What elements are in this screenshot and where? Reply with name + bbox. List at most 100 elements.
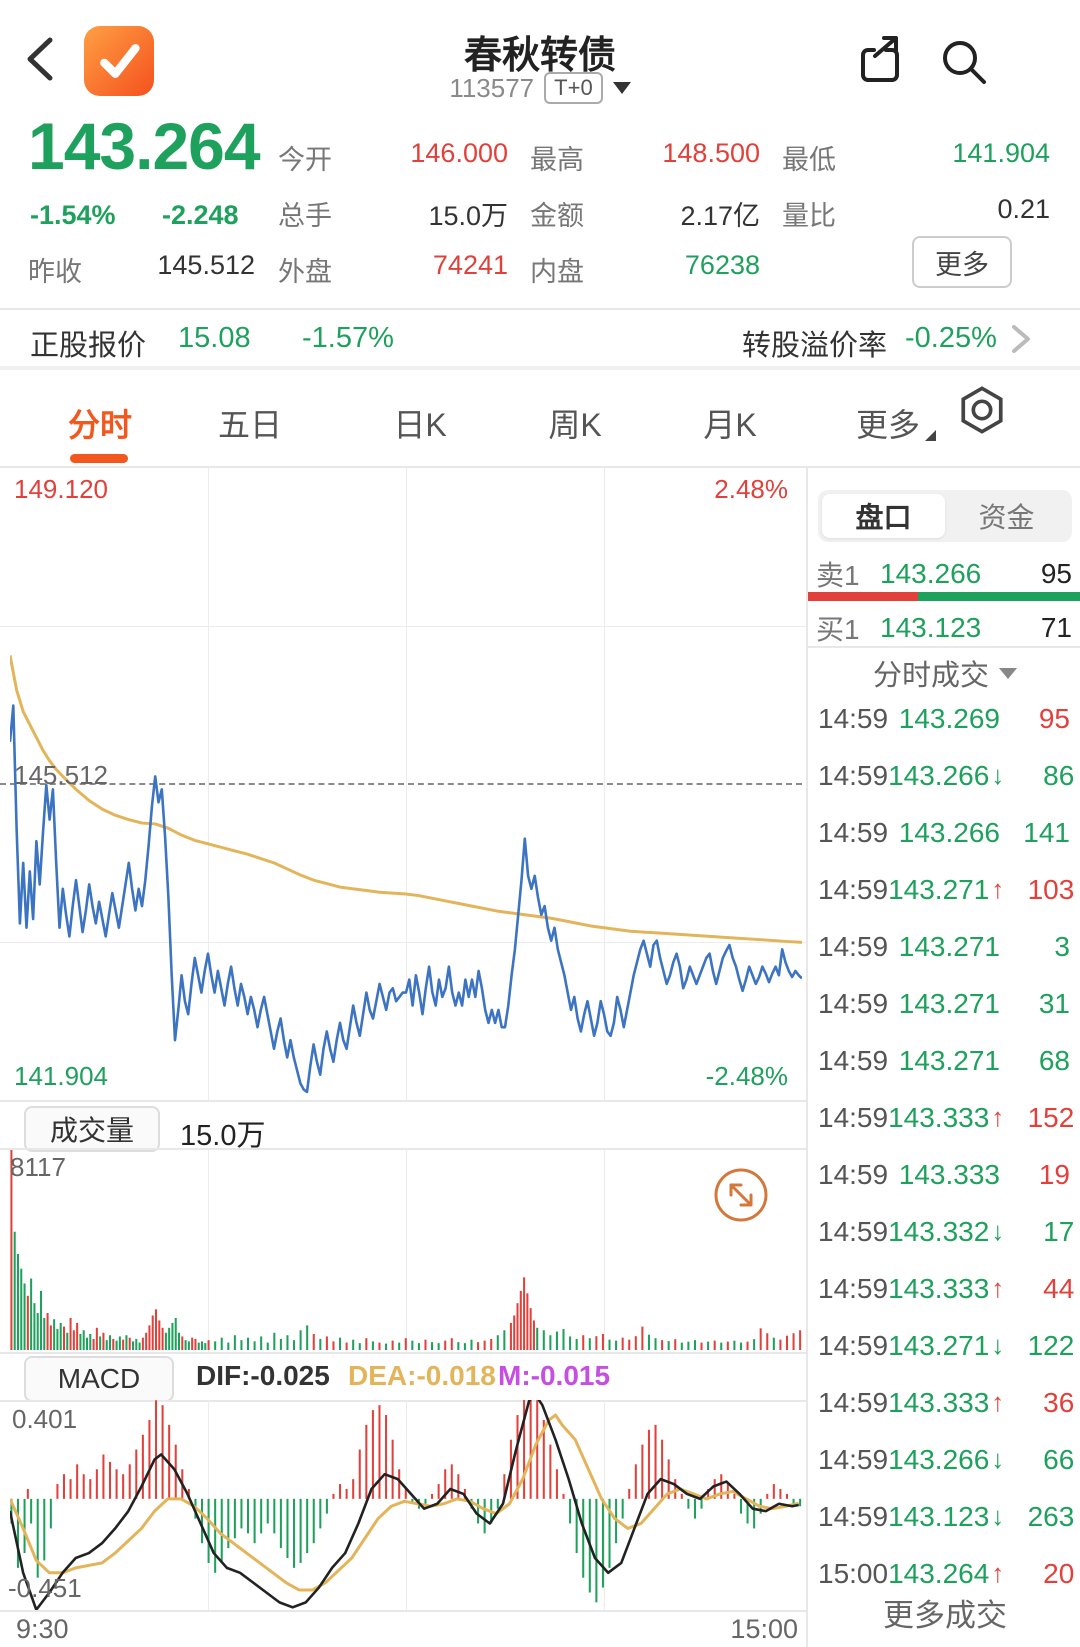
more-tab-corner-icon bbox=[925, 430, 936, 441]
ask-row[interactable]: 卖1 143.266 95 bbox=[816, 554, 1072, 594]
tab-周K[interactable]: 周K bbox=[548, 407, 602, 443]
tick-list-title[interactable]: 分时成交 bbox=[808, 652, 1080, 694]
more-stats-button[interactable]: 更多 bbox=[912, 236, 1012, 288]
tab-日K[interactable]: 日K bbox=[393, 407, 447, 443]
trade-row[interactable]: 14:59 143.271 ↓ 122 bbox=[808, 1317, 1080, 1374]
trade-row[interactable]: 14:59 143.266 ↓ 86 bbox=[808, 747, 1080, 804]
trade-volume: 66 bbox=[1043, 1443, 1075, 1475]
change-value: -2.248 bbox=[162, 200, 239, 230]
arrow-down-icon: ↓ bbox=[991, 1330, 1005, 1360]
trade-row[interactable]: 14:59 143.333 ↑ 36 bbox=[808, 1374, 1080, 1431]
trade-time: 14:59 bbox=[818, 1158, 889, 1190]
arrow-down-icon: ↓ bbox=[991, 1501, 1005, 1531]
tab-funds[interactable]: 资金 bbox=[978, 502, 1035, 533]
stat-value: 146.000 bbox=[410, 138, 508, 168]
trade-row[interactable]: 15:00 143.264 ↑ 20 bbox=[808, 1545, 1080, 1602]
trade-price: 143.332 ↓ bbox=[888, 1215, 1005, 1247]
macd-pane[interactable]: 0.401 -0.451 bbox=[0, 1400, 806, 1610]
macd-chip[interactable]: MACD bbox=[24, 1356, 174, 1402]
prev-close-line-label: 145.512 bbox=[14, 760, 108, 790]
trade-row[interactable]: 14:59 143.271 68 bbox=[808, 1032, 1080, 1089]
trade-volume: 68 bbox=[1038, 1044, 1070, 1076]
trade-price: 143.123 ↓ bbox=[888, 1500, 1005, 1532]
bid-row[interactable]: 买1 143.123 71 bbox=[816, 608, 1072, 648]
trade-price: 143.333 ↑ bbox=[888, 1272, 1005, 1304]
search-icon[interactable] bbox=[936, 34, 992, 90]
bid-qty: 71 bbox=[1040, 612, 1072, 643]
back-button[interactable] bbox=[20, 34, 66, 84]
stat-value: 141.904 bbox=[952, 138, 1050, 168]
trade-price: 143.271 bbox=[898, 930, 1000, 962]
app-logo-icon[interactable] bbox=[84, 26, 154, 96]
trade-price: 143.266 ↓ bbox=[888, 1443, 1005, 1475]
volume-chip[interactable]: 成交量 bbox=[24, 1106, 160, 1152]
prev-close-dashed-line bbox=[0, 783, 802, 785]
volume-pane[interactable]: 8117 bbox=[0, 1148, 806, 1352]
trade-row[interactable]: 14:59 143.333 ↑ 44 bbox=[808, 1260, 1080, 1317]
expand-chart-icon[interactable] bbox=[712, 1166, 770, 1224]
time-axis-start: 9:30 bbox=[16, 1614, 69, 1644]
tab-月K[interactable]: 月K bbox=[703, 407, 757, 443]
bid-price: 143.123 bbox=[880, 612, 982, 643]
ask-price: 143.266 bbox=[880, 558, 982, 589]
trade-time: 14:59 bbox=[818, 1443, 889, 1475]
trade-row[interactable]: 14:59 143.266 141 bbox=[808, 804, 1080, 861]
trade-volume: 17 bbox=[1043, 1215, 1075, 1247]
tab-分时[interactable]: 分时 bbox=[67, 407, 132, 443]
underlying-price: 15.08 bbox=[178, 322, 251, 354]
t0-badge: T+0 bbox=[544, 72, 603, 104]
stat-label: 外盘 bbox=[278, 257, 332, 287]
volume-bars-chart bbox=[10, 1150, 802, 1350]
trade-volume: 44 bbox=[1043, 1272, 1075, 1304]
trade-volume: 19 bbox=[1038, 1158, 1070, 1190]
volume-current: 15.0万 bbox=[180, 1120, 266, 1152]
trade-row[interactable]: 14:59 143.333 ↑ 152 bbox=[808, 1089, 1080, 1146]
bid-label: 买1 bbox=[816, 614, 860, 645]
stat-label: 金额 bbox=[530, 201, 584, 231]
trade-volume: 95 bbox=[1038, 702, 1070, 734]
trade-time: 14:59 bbox=[818, 930, 889, 962]
trade-row[interactable]: 14:59 143.269 95 bbox=[808, 690, 1080, 747]
symbol-row[interactable]: 113577 T+0 bbox=[340, 72, 740, 104]
trade-volume: 36 bbox=[1043, 1386, 1075, 1418]
more-trades-button[interactable]: 更多成交 bbox=[883, 1598, 1007, 1633]
share-button[interactable] bbox=[854, 32, 910, 88]
period-tabs: 分时 五日 日K 周K 月K 更多 bbox=[0, 376, 1080, 468]
volume-max-label: 8117 bbox=[10, 1152, 66, 1182]
stat-value: 0.21 bbox=[997, 194, 1050, 224]
tick-list: 14:59 143.269 95 14:59 143.266 ↓ 86 14:59 143.26… bbox=[808, 690, 1080, 1602]
macd-max-label: 0.401 bbox=[12, 1404, 78, 1434]
trade-row[interactable]: 14:59 143.123 ↓ 263 bbox=[808, 1488, 1080, 1545]
trade-price: 143.333 ↑ bbox=[888, 1101, 1005, 1133]
arrow-down-icon: ↓ bbox=[991, 760, 1005, 790]
trade-row[interactable]: 14:59 143.271 ↑ 103 bbox=[808, 861, 1080, 918]
premium-value: -0.25% bbox=[905, 322, 997, 354]
page-title: 春秋转债 bbox=[463, 35, 616, 77]
trade-volume: 3 bbox=[1054, 930, 1070, 962]
trade-price: 143.264 ↑ bbox=[888, 1557, 1005, 1589]
stat-label: 今开 bbox=[278, 145, 332, 175]
ask-label: 卖1 bbox=[816, 560, 860, 591]
stat-label: 量比 bbox=[782, 201, 836, 231]
trade-row[interactable]: 14:59 143.333 19 bbox=[808, 1146, 1080, 1203]
trade-row[interactable]: 14:59 143.271 3 bbox=[808, 918, 1080, 975]
tab-五日[interactable]: 五日 bbox=[217, 407, 282, 443]
macd-chart bbox=[10, 1400, 802, 1610]
chevron-right-icon[interactable] bbox=[1008, 322, 1034, 356]
trade-row[interactable]: 14:59 143.332 ↓ 17 bbox=[808, 1203, 1080, 1260]
tab-更多[interactable]: 更多 bbox=[855, 407, 920, 443]
arrow-up-icon: ↑ bbox=[991, 1558, 1005, 1588]
macd-m-label: M:-0.015 bbox=[498, 1360, 611, 1391]
active-tab-underline bbox=[70, 454, 128, 463]
trade-row[interactable]: 14:59 143.271 31 bbox=[808, 975, 1080, 1032]
trade-volume: 103 bbox=[1027, 873, 1075, 905]
trade-volume: 31 bbox=[1038, 987, 1070, 1019]
tab-order-book[interactable]: 盘口 bbox=[822, 494, 945, 538]
price-chart-pane[interactable]: 149.120 2.48% 141.904 -2.48% 145.512 bbox=[0, 468, 806, 1100]
trade-row[interactable]: 14:59 143.266 ↓ 66 bbox=[808, 1431, 1080, 1488]
triangle-down-icon bbox=[999, 667, 1017, 679]
trade-time: 14:59 bbox=[818, 987, 889, 1019]
price-max-label: 149.120 bbox=[14, 474, 108, 504]
gear-icon[interactable] bbox=[956, 384, 1008, 436]
